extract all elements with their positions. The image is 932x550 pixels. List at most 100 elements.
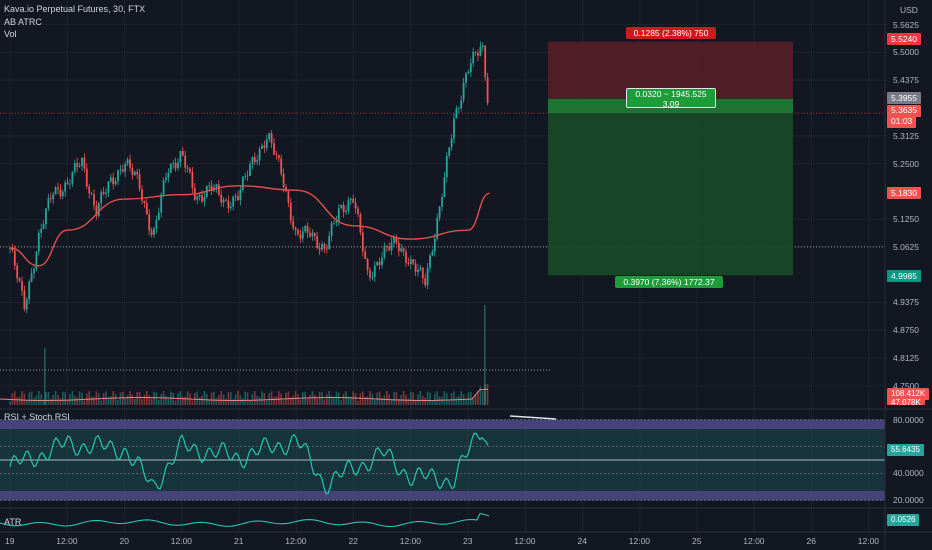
candle-body xyxy=(131,167,134,176)
candle-body xyxy=(409,259,412,265)
candle-body xyxy=(249,164,251,176)
candle-body xyxy=(376,261,379,266)
volume-bar xyxy=(47,391,50,405)
atr-panel xyxy=(0,512,490,528)
price-tick-label: 4.8125 xyxy=(893,353,919,363)
volume-bar xyxy=(122,391,124,405)
rsi-tick-label: 80.0000 xyxy=(893,414,924,425)
volume-bar xyxy=(299,399,302,405)
candle-body xyxy=(275,154,278,156)
volume-bar xyxy=(474,395,477,405)
candle-body xyxy=(78,165,81,167)
candle-body xyxy=(477,53,479,56)
candle-body xyxy=(357,208,359,215)
volume-bar xyxy=(306,398,309,405)
candle-body xyxy=(33,268,35,274)
candle-body xyxy=(138,174,141,190)
candle-body xyxy=(474,51,477,54)
candle-body xyxy=(486,77,489,103)
volume-spike xyxy=(484,305,486,405)
volume-bar xyxy=(143,394,146,405)
candle-body xyxy=(301,231,304,239)
volume-bar xyxy=(366,396,369,405)
volume-bar xyxy=(11,393,14,405)
ma-price-tag: 5.1830 xyxy=(887,187,921,199)
candle-body xyxy=(162,180,165,195)
candle-body xyxy=(124,163,127,172)
volume-bar xyxy=(69,394,71,405)
volume-bar xyxy=(486,383,489,405)
candle-body xyxy=(119,169,122,171)
volume-bar xyxy=(76,397,78,405)
candle-body xyxy=(201,195,203,202)
volume-bar xyxy=(347,396,350,405)
candle-body xyxy=(261,145,263,149)
volume-bar xyxy=(450,392,453,405)
candle-body xyxy=(237,196,239,201)
candle-body xyxy=(273,143,275,155)
atr-line xyxy=(0,512,490,528)
price-tick-label: 4.7500 xyxy=(893,380,919,391)
candle-body xyxy=(47,198,50,209)
volume-bar xyxy=(23,393,26,405)
volume-bar xyxy=(220,391,222,405)
volume-bar xyxy=(419,391,422,405)
candle-body xyxy=(407,262,410,265)
candle-body xyxy=(246,175,249,177)
volume-bar xyxy=(33,397,35,405)
volume-bar xyxy=(472,398,474,405)
volume-bar xyxy=(390,399,393,405)
candle-body xyxy=(433,238,436,252)
volume-bar xyxy=(110,396,112,405)
candle-body xyxy=(112,177,115,185)
volume-bar xyxy=(292,395,294,405)
candle-body xyxy=(426,267,429,286)
time-tick-label: 25 xyxy=(692,536,702,546)
entry-price-tag: 5.3955 xyxy=(887,92,921,104)
volume-bar xyxy=(242,397,244,405)
countdown-tag: 01:03 xyxy=(887,116,917,128)
candle-body xyxy=(364,251,367,260)
time-tick-label: 12:00 xyxy=(56,536,78,546)
price-tick-label: 5.2500 xyxy=(893,158,919,169)
volume-bar xyxy=(414,399,417,405)
candle-body xyxy=(352,198,355,203)
volume-average-line xyxy=(0,388,489,402)
candle-body xyxy=(90,193,93,195)
volume-bar xyxy=(477,391,479,405)
volume-bar xyxy=(465,399,467,405)
volume-bar xyxy=(436,391,438,405)
candle-body xyxy=(405,251,407,263)
volume-bar xyxy=(395,391,398,405)
time-tick-label: 26 xyxy=(806,536,816,546)
candle-body xyxy=(100,192,103,204)
time-tick-label: 12:00 xyxy=(857,536,880,546)
volume-bar xyxy=(160,393,162,405)
volume-bar xyxy=(213,391,215,405)
rsi-oversold-band xyxy=(0,490,885,501)
candle-body xyxy=(373,265,376,277)
candle-body xyxy=(280,158,283,174)
volume-bars xyxy=(0,305,489,405)
position-tool[interactable] xyxy=(548,41,793,276)
candle-body xyxy=(397,242,400,252)
candle-body xyxy=(287,191,290,203)
risk-label: 0.1285 (2.38%) 750 xyxy=(626,27,716,39)
volume-bar xyxy=(302,392,304,405)
volume-bar xyxy=(342,393,345,405)
volume-bar xyxy=(126,395,129,405)
price-tick-label: 5.5625 xyxy=(893,19,919,30)
volume-bar xyxy=(148,395,150,405)
price-tick-label: 5.1250 xyxy=(893,214,919,225)
volume-bar xyxy=(66,399,69,405)
volume-bar xyxy=(333,397,335,405)
volume-bar xyxy=(131,394,134,405)
candle-body xyxy=(141,189,143,201)
candle-body xyxy=(289,202,292,221)
candle-body xyxy=(325,248,328,250)
candle-body xyxy=(81,157,83,166)
volume-bar xyxy=(359,393,362,405)
candle-body xyxy=(441,197,443,207)
